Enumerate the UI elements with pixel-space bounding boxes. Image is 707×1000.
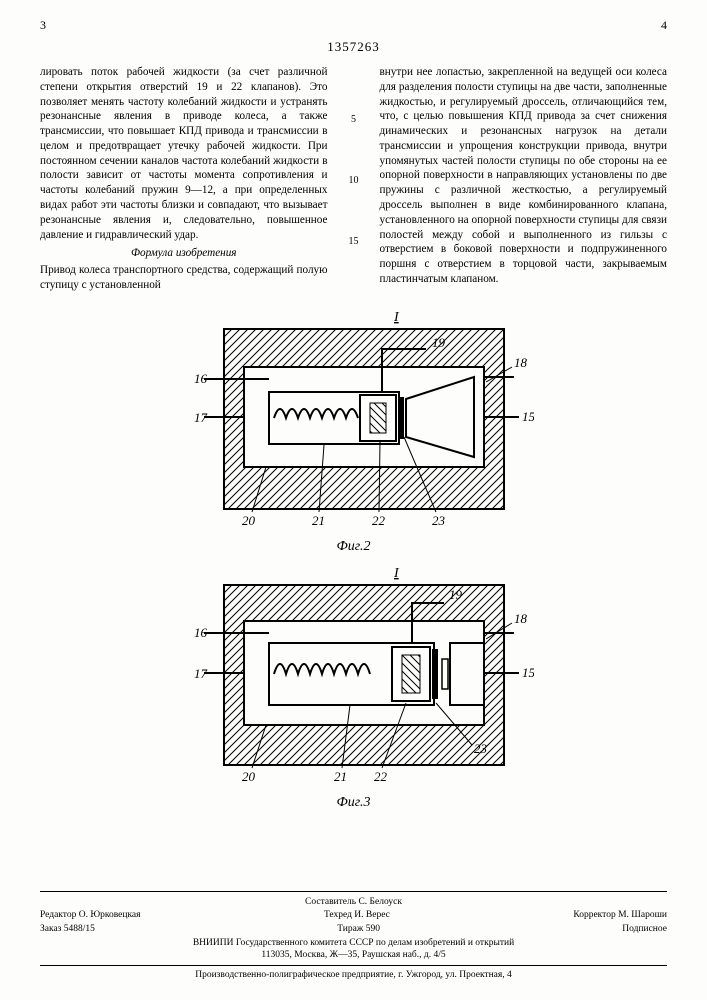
svg-text:15: 15 — [522, 409, 534, 424]
svg-text:23: 23 — [474, 741, 488, 756]
footer-corrector: Корректор М. Шароши — [573, 909, 667, 922]
figure-3-svg: I 16 17 20 21 — [174, 563, 534, 793]
left-column: лировать поток рабочей жидкости (за счет… — [40, 65, 328, 293]
svg-text:18: 18 — [514, 355, 528, 370]
figure-3-label: Фиг.3 — [40, 795, 667, 811]
section-mark: I — [393, 310, 400, 325]
left-col-paragraph-1: лировать поток рабочей жидкости (за счет… — [40, 65, 328, 242]
right-column: внутри нее лопастью, закрепленной на вед… — [380, 65, 668, 293]
right-col-paragraph-1: внутри нее лопастью, закрепленной на вед… — [380, 65, 668, 287]
svg-text:18: 18 — [514, 611, 528, 626]
footer-subscription: Подписное — [622, 923, 667, 936]
page-container: 3 4 1357263 лировать поток рабочей жидко… — [0, 0, 707, 1000]
svg-text:20: 20 — [242, 513, 256, 528]
page-num-left: 3 — [40, 18, 46, 33]
footer-credits-row: Редактор О. Юрковецкая Техред И. Верес К… — [40, 909, 667, 922]
svg-text:17: 17 — [194, 666, 208, 681]
formula-title: Формула изобретения — [40, 246, 328, 261]
svg-text:22: 22 — [372, 513, 386, 528]
footer-org2: Производственно-полиграфическое предприя… — [40, 969, 667, 982]
svg-text:23: 23 — [432, 513, 446, 528]
svg-text:16: 16 — [194, 371, 208, 386]
figure-2-label: Фиг.2 — [40, 539, 667, 555]
footer: Составитель С. Белоуск Редактор О. Юрков… — [40, 891, 667, 982]
footer-org1-addr: 113035, Москва, Ж—35, Раушская наб., д. … — [40, 949, 667, 962]
svg-text:15: 15 — [522, 665, 534, 680]
footer-tirazh: Тираж 590 — [337, 923, 380, 936]
text-columns: лировать поток рабочей жидкости (за счет… — [40, 65, 667, 293]
svg-text:21: 21 — [312, 513, 325, 528]
footer-editor: Редактор О. Юрковецкая — [40, 909, 141, 922]
page-header: 3 4 — [40, 18, 667, 33]
footer-org1: ВНИИПИ Государственного комитета СССР по… — [40, 937, 667, 950]
figures-area: I 16 17 — [40, 307, 667, 811]
footer-order-row: Заказ 5488/15 Тираж 590 Подписное — [40, 923, 667, 936]
svg-text:16: 16 — [194, 625, 208, 640]
line-mark-10: 10 — [346, 174, 362, 187]
footer-tech: Техред И. Верес — [324, 909, 390, 922]
line-number-gutter: 5 10 15 — [346, 65, 362, 293]
left-col-paragraph-2: Привод колеса транспортного средства, со… — [40, 263, 328, 293]
footer-divider — [40, 965, 667, 966]
line-mark-5: 5 — [346, 113, 362, 126]
svg-text:20: 20 — [242, 769, 256, 784]
patent-number: 1357263 — [40, 39, 667, 55]
section-mark-2: I — [393, 566, 400, 581]
svg-text:17: 17 — [194, 410, 208, 425]
svg-text:19: 19 — [449, 587, 463, 602]
svg-text:19: 19 — [432, 335, 446, 350]
svg-text:21: 21 — [334, 769, 347, 784]
svg-text:22: 22 — [374, 769, 388, 784]
figure-2-svg: I 16 17 — [174, 307, 534, 537]
footer-compiler: Составитель С. Белоуск — [40, 896, 667, 909]
line-mark-15: 15 — [346, 235, 362, 248]
page-num-right: 4 — [661, 18, 667, 33]
footer-order: Заказ 5488/15 — [40, 923, 95, 936]
